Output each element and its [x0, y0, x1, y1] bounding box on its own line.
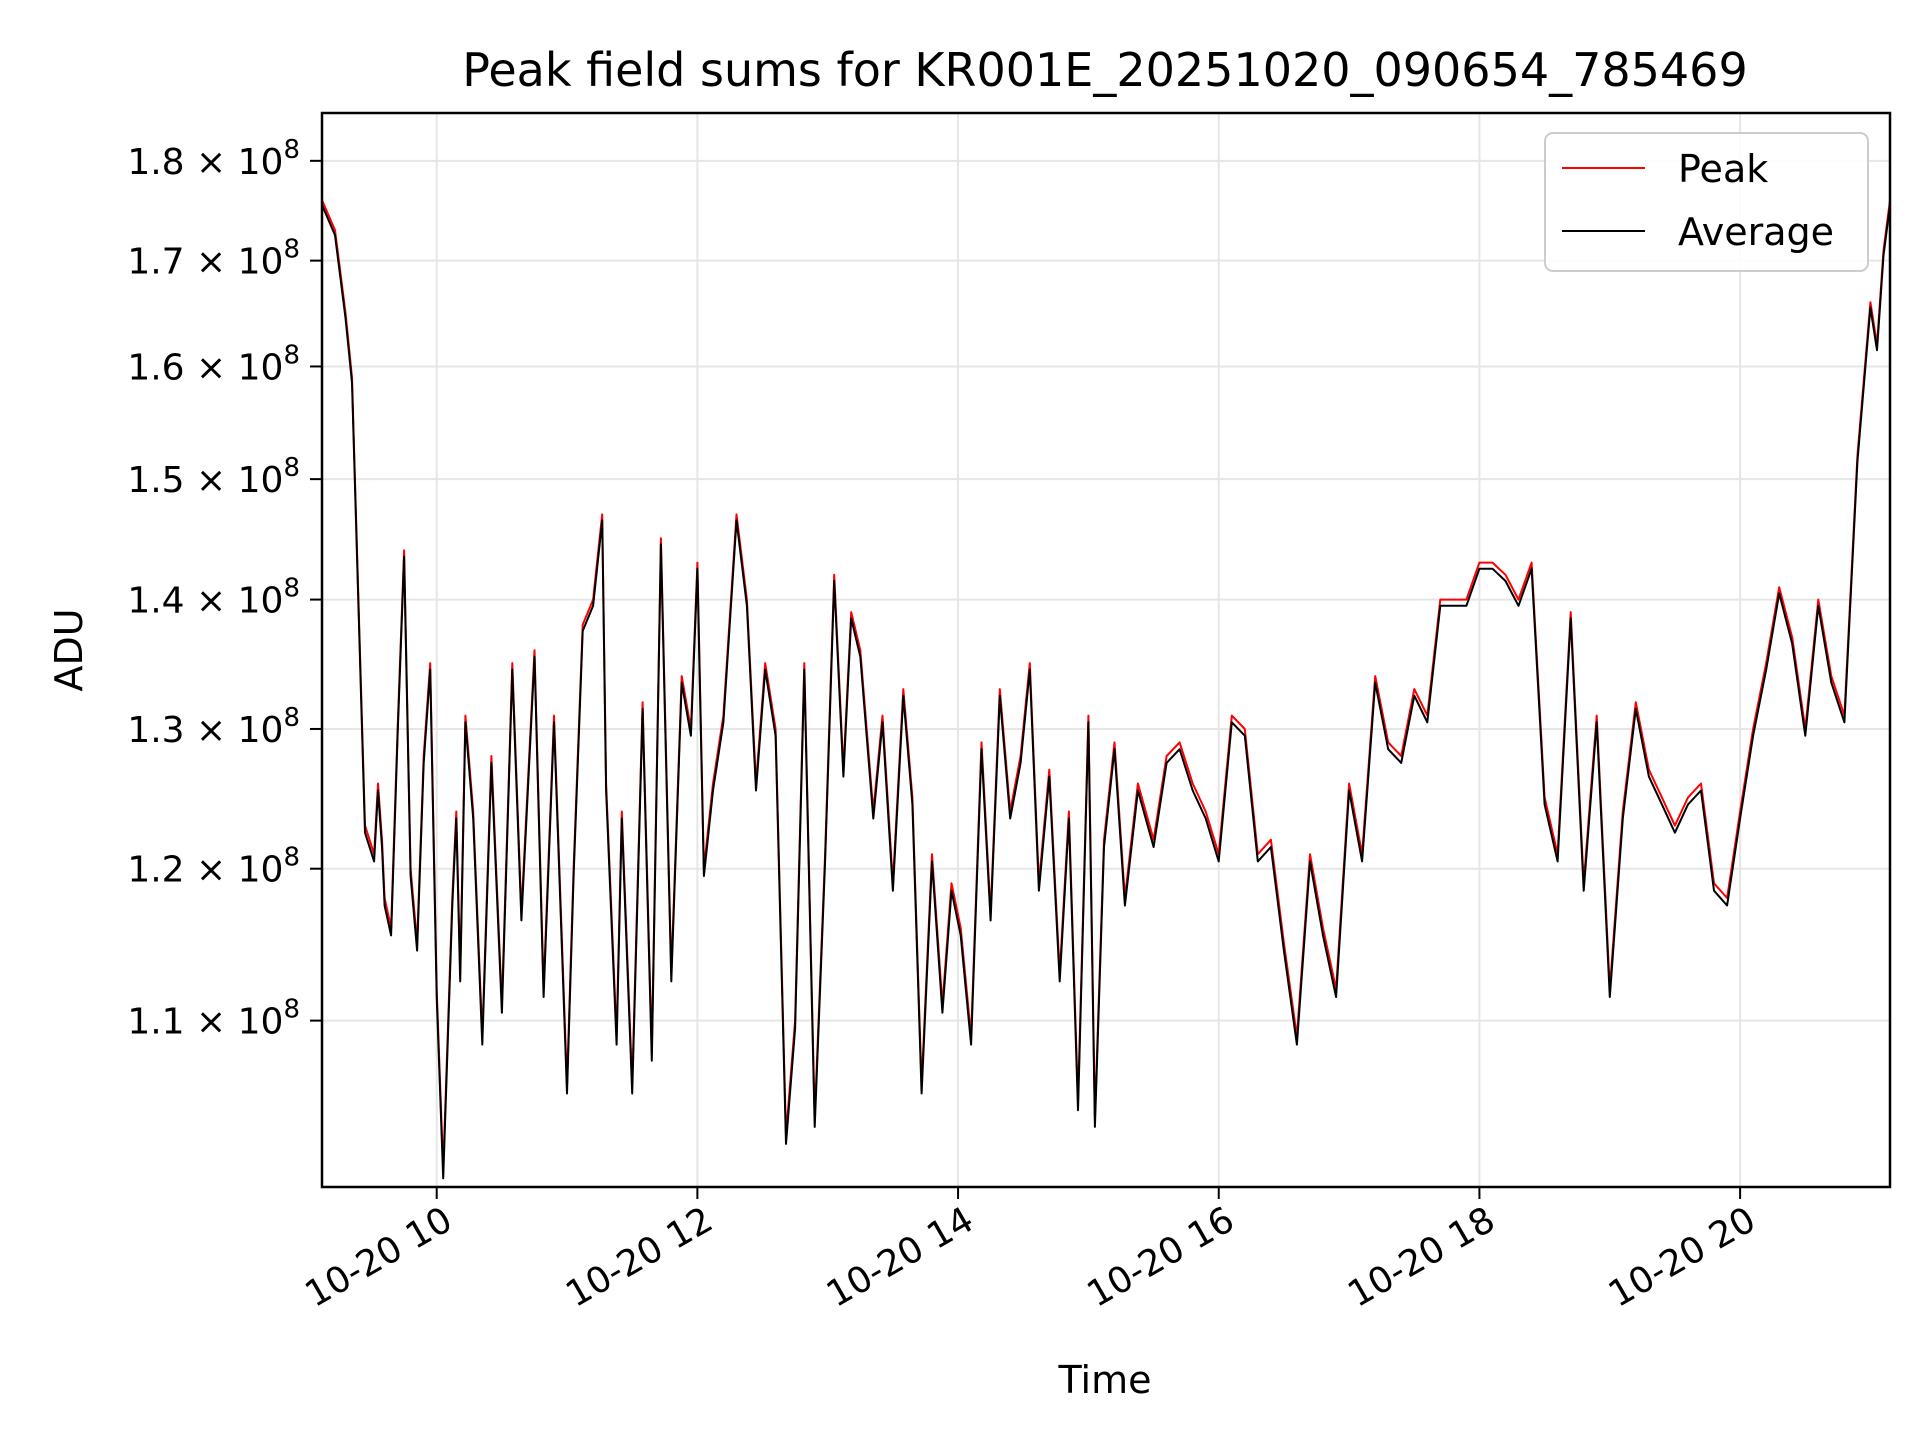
y-tick-mantissa: 1.4 — [127, 581, 184, 622]
y-tick-label: 1.6 × 108 — [127, 340, 300, 388]
y-tick-base: 10 — [238, 460, 284, 501]
legend-label-peak: Peak — [1678, 147, 1768, 191]
y-tick-mantissa: 1.3 — [127, 710, 184, 751]
y-axis-label: ADU — [47, 608, 91, 691]
y-tick-mantissa: 1.8 — [127, 142, 184, 183]
y-tick-times: × — [185, 460, 238, 501]
chart-title: Peak field sums for KR001E_20251020_0906… — [462, 43, 1747, 97]
y-tick-times: × — [185, 581, 238, 622]
y-tick-mantissa: 1.7 — [127, 242, 184, 283]
y-tick-exponent: 8 — [283, 453, 300, 483]
y-tick-base: 10 — [238, 347, 284, 388]
grid — [322, 113, 1890, 1187]
y-tick-mantissa: 1.2 — [127, 850, 184, 891]
y-tick-mantissa: 1.5 — [127, 460, 184, 501]
y-tick-exponent: 8 — [283, 995, 300, 1025]
y-tick-label: 1.5 × 108 — [127, 453, 300, 501]
legend-label-average: Average — [1678, 210, 1834, 254]
y-tick-times: × — [185, 1002, 238, 1043]
y-tick-exponent: 8 — [283, 843, 300, 873]
y-tick-label: 1.4 × 108 — [127, 574, 300, 622]
y-tick-exponent: 8 — [283, 235, 300, 265]
y-tick-label: 1.2 × 108 — [127, 843, 300, 891]
y-tick-times: × — [185, 850, 238, 891]
y-tick-base: 10 — [238, 581, 284, 622]
x-axis-label: Time — [1058, 1358, 1152, 1402]
y-tick-times: × — [185, 347, 238, 388]
legend: Peak Average — [1544, 132, 1869, 272]
y-tick-mantissa: 1.6 — [127, 347, 184, 388]
y-tick-label: 1.3 × 108 — [127, 703, 300, 751]
y-tick-base: 10 — [238, 242, 284, 283]
y-tick-label: 1.8 × 108 — [127, 135, 300, 183]
y-tick-times: × — [185, 142, 238, 183]
series-layer — [322, 199, 1890, 1180]
y-tick-exponent: 8 — [283, 135, 300, 165]
y-tick-mantissa: 1.1 — [127, 1002, 184, 1043]
y-tick-base: 10 — [238, 1002, 284, 1043]
series-line-average — [322, 204, 1890, 1180]
y-tick-times: × — [185, 710, 238, 751]
y-tick-label: 1.1 × 108 — [127, 995, 300, 1043]
y-tick-times: × — [185, 242, 238, 283]
plot-frame — [320, 111, 1892, 1189]
y-tick-exponent: 8 — [283, 340, 300, 370]
y-tick-base: 10 — [238, 142, 284, 183]
y-tick-exponent: 8 — [283, 703, 300, 733]
y-tick-base: 10 — [238, 850, 284, 891]
y-tick-base: 10 — [238, 710, 284, 751]
y-tick-label: 1.7 × 108 — [127, 235, 300, 283]
y-tick-exponent: 8 — [283, 574, 300, 604]
